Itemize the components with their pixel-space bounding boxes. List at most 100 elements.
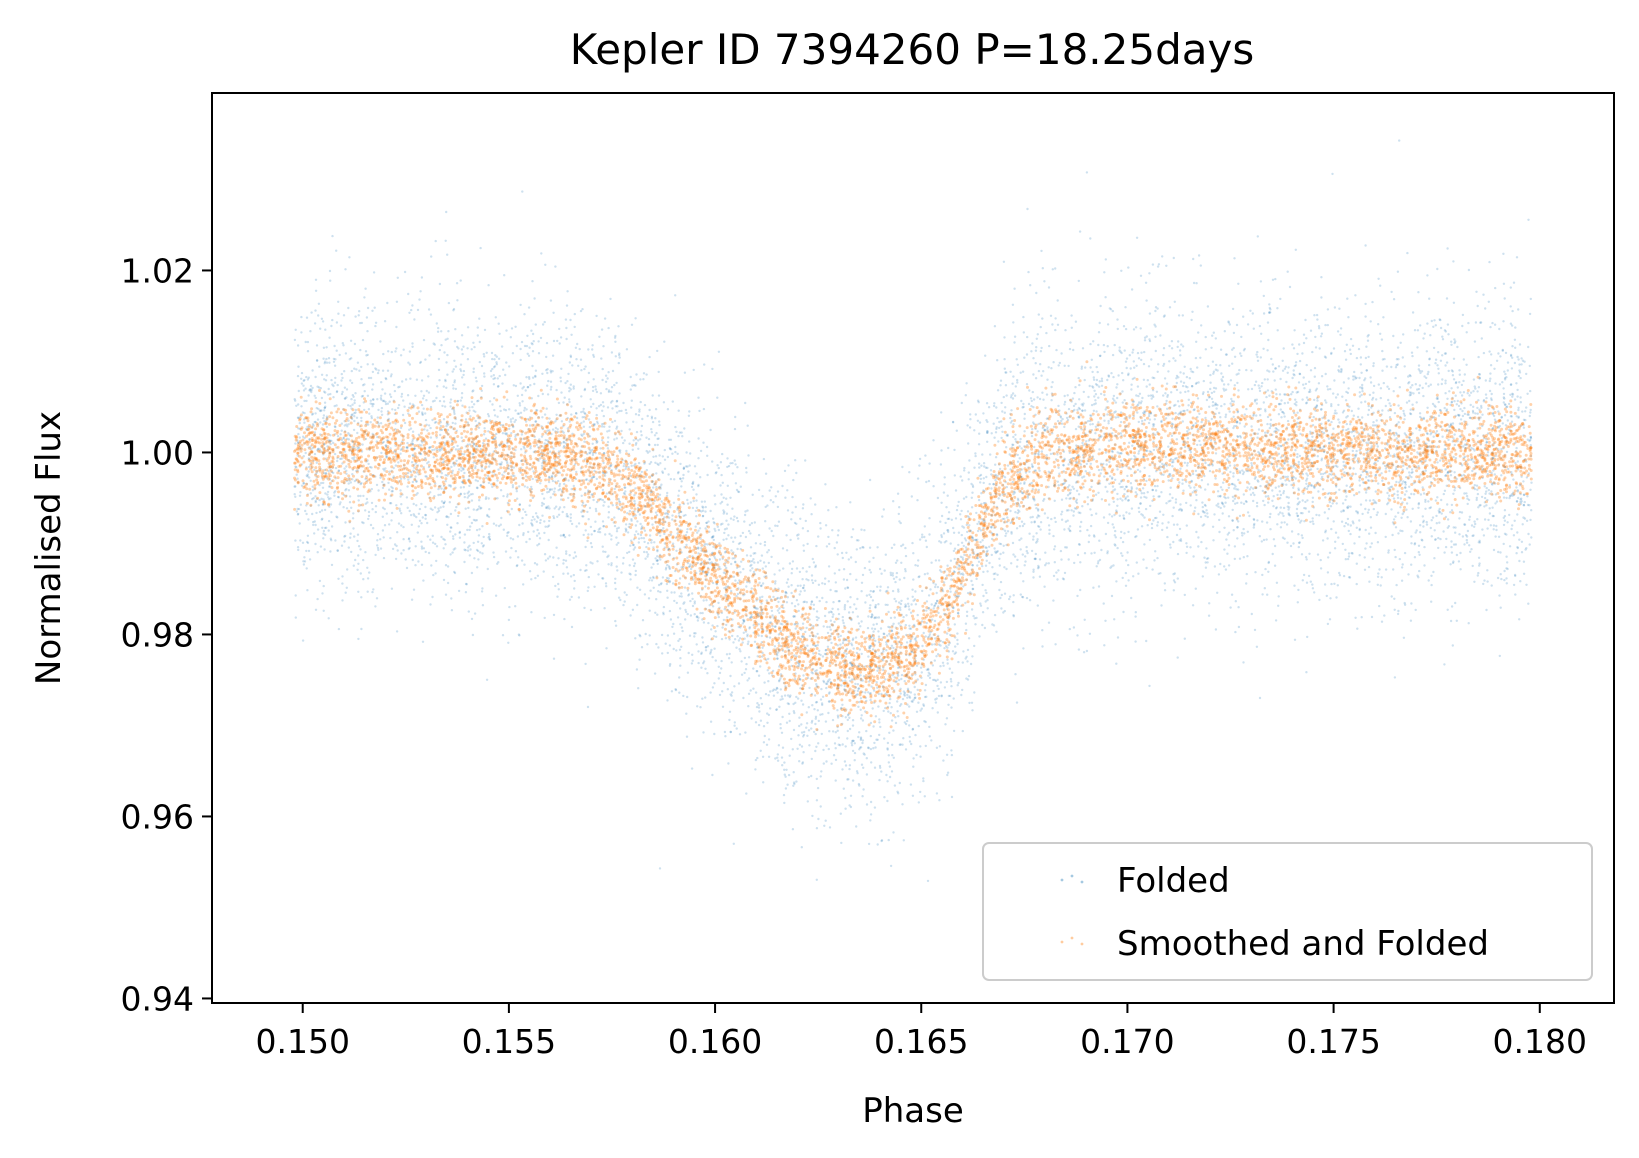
folded-point <box>303 378 306 382</box>
folded-point <box>1525 583 1528 586</box>
folded-point <box>547 480 551 484</box>
folded-point <box>1316 397 1319 400</box>
folded-point <box>599 498 603 501</box>
folded-point <box>486 413 490 416</box>
folded-point <box>809 497 812 500</box>
folded-point <box>1139 489 1142 493</box>
folded-point <box>1273 564 1277 567</box>
folded-point <box>718 558 722 561</box>
folded-point <box>882 709 885 713</box>
folded-point <box>1321 539 1325 542</box>
folded-point <box>890 706 893 709</box>
folded-point <box>857 622 861 625</box>
folded-point <box>352 527 355 530</box>
folded-point <box>1175 438 1179 441</box>
folded-point <box>727 762 730 765</box>
folded-point <box>837 600 841 603</box>
folded-point <box>1011 382 1014 385</box>
folded-point <box>1207 614 1211 617</box>
folded-point <box>588 506 592 510</box>
folded-point <box>1409 412 1412 415</box>
folded-point <box>1293 638 1297 641</box>
folded-point <box>1025 596 1029 600</box>
folded-point <box>850 692 853 695</box>
folded-point <box>786 489 789 492</box>
folded-point <box>774 617 777 620</box>
folded-point <box>1023 481 1026 484</box>
folded-point <box>732 699 735 702</box>
folded-point <box>1424 498 1427 502</box>
folded-point <box>350 407 353 410</box>
folded-point <box>1305 363 1308 367</box>
folded-point <box>492 437 495 441</box>
folded-point <box>1357 347 1361 351</box>
folded-point <box>348 479 351 482</box>
folded-point <box>1508 513 1511 517</box>
folded-point <box>1521 410 1524 413</box>
folded-point <box>815 683 818 686</box>
folded-point <box>695 493 698 496</box>
folded-point <box>1295 512 1299 515</box>
folded-point <box>658 420 661 423</box>
folded-point <box>1392 523 1396 526</box>
folded-point <box>1264 484 1268 488</box>
folded-point <box>919 709 922 712</box>
folded-point <box>787 702 791 706</box>
folded-point <box>1468 544 1471 547</box>
folded-point <box>1146 491 1149 494</box>
folded-point <box>1527 218 1530 221</box>
folded-point <box>994 473 997 477</box>
folded-point <box>1492 548 1496 552</box>
folded-point <box>873 766 877 769</box>
folded-point <box>666 563 669 567</box>
folded-point <box>314 375 317 379</box>
folded-point <box>1003 336 1006 339</box>
folded-point <box>904 748 908 751</box>
folded-point <box>812 730 816 734</box>
folded-point <box>1381 358 1385 361</box>
folded-point <box>794 701 797 704</box>
folded-point <box>1041 645 1044 648</box>
folded-point <box>393 412 397 415</box>
folded-point <box>1018 525 1022 528</box>
folded-point <box>315 511 318 515</box>
folded-point <box>584 478 588 481</box>
folded-point <box>537 532 541 535</box>
folded-point <box>885 649 888 652</box>
folded-point <box>396 531 399 534</box>
folded-point <box>887 761 890 764</box>
folded-point <box>796 622 799 625</box>
folded-point <box>1455 381 1458 384</box>
folded-point <box>1031 515 1034 519</box>
folded-point <box>380 406 384 410</box>
folded-point <box>402 525 405 529</box>
folded-point <box>328 463 331 466</box>
folded-point <box>1255 501 1259 505</box>
folded-point <box>1175 388 1179 392</box>
folded-point <box>1394 366 1398 369</box>
folded-point <box>1143 495 1146 499</box>
folded-point <box>961 661 964 664</box>
folded-point <box>1475 498 1478 502</box>
folded-point <box>864 691 867 694</box>
folded-point <box>848 764 852 767</box>
folded-point <box>1453 338 1456 341</box>
folded-point <box>1030 399 1034 403</box>
folded-point <box>705 599 708 602</box>
folded-point <box>850 741 853 745</box>
folded-point <box>1119 459 1123 462</box>
folded-point <box>1098 385 1101 388</box>
folded-point <box>851 719 855 722</box>
folded-point <box>1223 330 1227 333</box>
folded-point <box>1052 534 1055 538</box>
folded-point <box>865 773 869 776</box>
folded-point <box>968 426 972 429</box>
folded-point <box>743 637 746 640</box>
folded-point <box>1110 455 1114 458</box>
folded-point <box>1005 567 1008 571</box>
folded-point <box>1019 475 1022 478</box>
folded-point <box>1072 487 1076 490</box>
folded-point <box>729 674 732 678</box>
folded-point <box>1156 307 1159 310</box>
folded-point <box>1329 457 1332 460</box>
